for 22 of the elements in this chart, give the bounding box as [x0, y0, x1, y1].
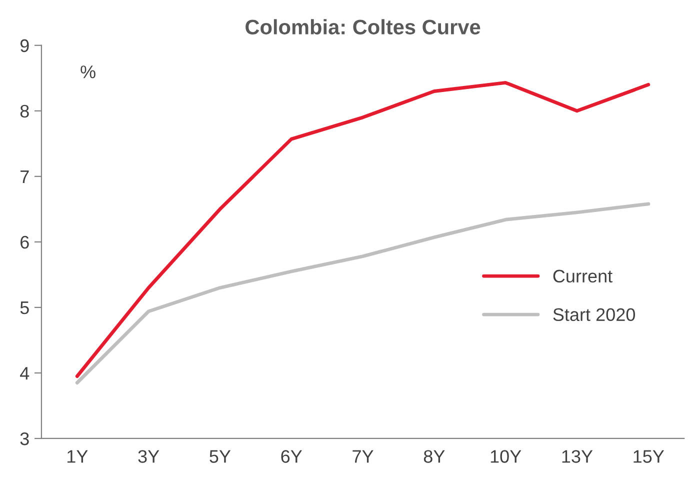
- x-tick-label: 10Y: [490, 450, 522, 463]
- x-tick-label: 7Y: [352, 450, 374, 463]
- chart-title: Colombia: Coltes Curve: [246, 19, 480, 34]
- legend-label: Start 2020: [553, 308, 636, 322]
- x-tick-label: 6Y: [281, 450, 302, 463]
- legend-label: Current: [553, 270, 612, 283]
- y-tick-label: 9: [20, 39, 29, 52]
- x-tick-label: 8Y: [424, 450, 445, 463]
- y-tick-label: 4: [20, 367, 30, 380]
- y-tick-label: 8: [20, 104, 29, 118]
- x-tick-label: 13Y: [562, 450, 593, 463]
- y-tick-label: 5: [20, 302, 29, 314]
- y-tick-label: 6: [20, 236, 29, 249]
- x-tick-label: 15Y: [634, 450, 664, 463]
- x-tick-label: 1Y: [67, 450, 88, 463]
- line-series: [75, 202, 650, 385]
- x-tick-label: 5Y: [210, 450, 231, 463]
- line-series: [75, 80, 650, 378]
- y-tick-label: 3: [20, 432, 29, 446]
- x-tick-label: 3Y: [138, 450, 160, 463]
- y-tick-label: 7: [20, 170, 29, 183]
- y-axis-title: %: [80, 66, 96, 78]
